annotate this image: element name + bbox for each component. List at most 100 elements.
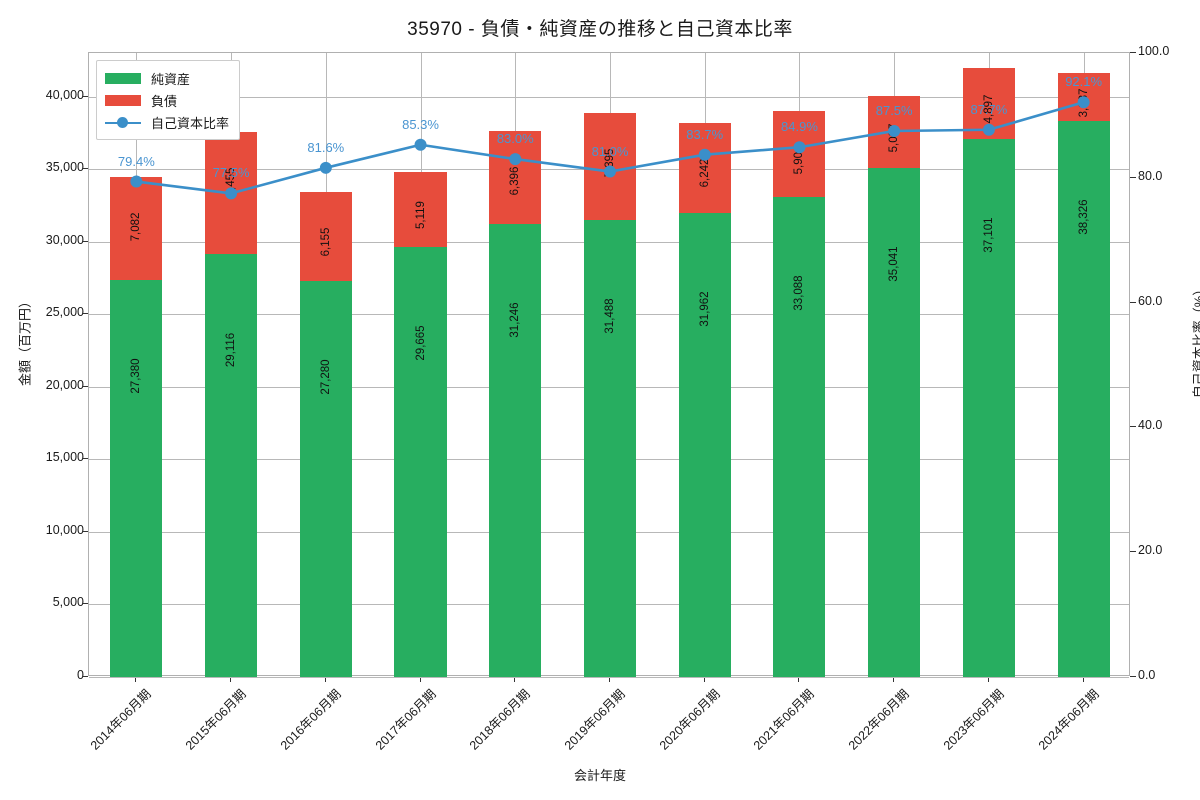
y-axis-left-tick-mark [82,240,88,242]
x-axis-tick-label: 2020年06月期 [656,686,723,753]
y-axis-left-tick-mark [82,168,88,170]
x-axis-tick-mark [609,676,610,682]
legend-item-label: 自己資本比率 [151,115,230,131]
gridline-horizontal [89,96,1129,98]
bar-value-label-debt: 7,395 [604,148,616,178]
x-axis-tick-mark [893,676,895,682]
bar-value-label-equity: 29,116 [225,333,238,368]
legend-item[interactable]: 自己資本比率 [105,111,229,133]
x-axis-tick-label: 2017年06月期 [372,686,439,753]
x-axis-tick-label: 2018年06月期 [467,686,533,753]
bar-value-label-equity: 29,665 [414,324,427,361]
ratio-value-label: 92.1% [1065,74,1103,90]
legend-color-swatch [105,72,141,84]
bar-segment-equity[interactable] [868,168,921,677]
bar-segment-equity[interactable] [678,213,731,677]
x-axis-tick-mark [324,676,326,682]
y-axis-right-tick-mark [1130,176,1136,178]
y-axis-left-tick-label: 5,000 [52,595,84,610]
x-axis-tick-label: 2016年06月期 [277,686,344,753]
y-axis-left-tick-mark [82,95,88,97]
y-axis-left-tick-mark [82,676,88,677]
y-axis-right-tick-label: 80.0 [1138,168,1163,183]
x-axis-tick-label: 2019年06月期 [561,686,628,753]
bar-value-label-equity: 27,380 [130,358,143,394]
bar-value-label-equity: 27,280 [319,359,332,395]
legend-line-marker-icon [105,116,141,128]
y-axis-left-tick-mark [82,313,88,315]
bar-value-label-equity: 37,101 [982,217,995,253]
chart-title: 35970 - 負債・純資産の推移と自己資本比率 [407,19,793,40]
bar-segment-equity[interactable] [299,281,352,677]
y-axis-left-tick-mark [82,530,88,532]
bar-segment-equity[interactable] [110,279,163,677]
bar-segment-equity[interactable] [1057,120,1110,677]
y-axis-right-title: 自己資本比率（%） [1191,282,1200,399]
y-axis-right-tick-mark [1130,426,1136,428]
bar-value-label-debt: 6,155 [319,227,332,257]
chart-legend: 純資産負債自己資本比率 [96,60,241,140]
ratio-value-label: 79.4% [117,153,155,169]
bar-value-label-debt: 8,455 [225,167,238,197]
bar-value-label-debt: 5,119 [414,201,427,230]
y-axis-right-tick-mark [1130,676,1136,677]
plot-area: 27,380 7,082 29,116 8,455 27,280 6,155 29,665 5… [88,52,1130,678]
y-axis-left-tick-label: 30,000 [45,232,84,247]
y-axis-left-tick-mark [82,603,88,605]
x-axis-tick-mark [135,676,137,682]
bar-value-label-equity: 38,326 [1077,199,1090,235]
legend-item-label: 純資産 [151,71,191,87]
legend-item[interactable]: 純資産 [105,67,229,89]
x-axis-title: 会計年度 [573,768,626,783]
legend-item[interactable]: 負債 [105,89,229,111]
ratio-value-label: 81.6% [307,139,345,155]
x-axis-tick-label: 2022年06月期 [845,686,912,753]
y-axis-left-tick-label: 0 [77,668,84,682]
y-axis-left-tick-label: 25,000 [45,305,84,320]
x-axis-tick-label: 2021年06月期 [751,686,818,753]
x-axis-tick-mark [514,676,516,682]
ratio-value-label: 77.5% [212,165,250,181]
x-axis-tick-label: 2014年06月期 [88,686,155,753]
ratio-value-label: 85.3% [402,116,439,132]
x-axis-tick-label: 2015年06月期 [182,686,249,753]
bar-segment-equity[interactable] [962,138,1015,677]
y-axis-right-tick-label: 0.0 [1138,668,1156,682]
bar-value-label-equity: 33,088 [793,275,806,311]
bar-value-label-equity: 31,962 [698,291,711,327]
bar-segment-equity[interactable] [394,246,447,677]
bar-value-label-debt: 6,396 [509,166,522,196]
x-axis-tick-mark [703,676,705,682]
x-axis-tick-label: 2023年06月期 [940,686,1007,753]
y-axis-left-tick-label: 15,000 [45,450,84,465]
ratio-value-label: 81.0% [591,143,629,159]
x-axis-tick-mark [798,676,800,682]
bar-segment-equity[interactable] [773,196,826,677]
bar-segment-debt[interactable] [299,191,352,282]
y-axis-left-title: 金額（百万円） [17,295,33,387]
legend-color-swatch [105,94,141,106]
bar-segment-equity[interactable] [583,220,637,677]
ratio-value-label: 87.5% [875,103,913,118]
x-axis-tick-mark [419,676,421,682]
y-axis-left-tick-label: 35,000 [45,160,84,175]
y-axis-left-tick-label: 20,000 [45,377,84,392]
ratio-value-label: 87.7% [970,101,1008,117]
ratio-value-label: 83.0% [496,131,534,147]
y-axis-left-tick-mark [82,458,88,460]
bar-value-label-debt: 7,082 [130,212,143,242]
y-axis-right-tick-mark [1130,301,1136,303]
y-axis-left-tick-label: 40,000 [45,87,84,102]
y-axis-left-tick-label: 10,000 [45,522,84,537]
x-axis-tick-mark [230,676,232,682]
ratio-value-label: 84.9% [781,119,818,135]
bar-segment-equity[interactable] [489,223,542,677]
legend-item-label: 負債 [151,93,178,109]
bar-value-label-equity: 31,488 [604,298,616,334]
bar-segment-equity[interactable] [205,254,258,677]
x-axis-tick-mark [987,676,989,682]
x-axis-tick-label: 2024年06月期 [1035,686,1102,753]
bar-value-label-debt: 3,287 [1077,88,1090,118]
x-axis-tick-mark [1082,676,1084,682]
